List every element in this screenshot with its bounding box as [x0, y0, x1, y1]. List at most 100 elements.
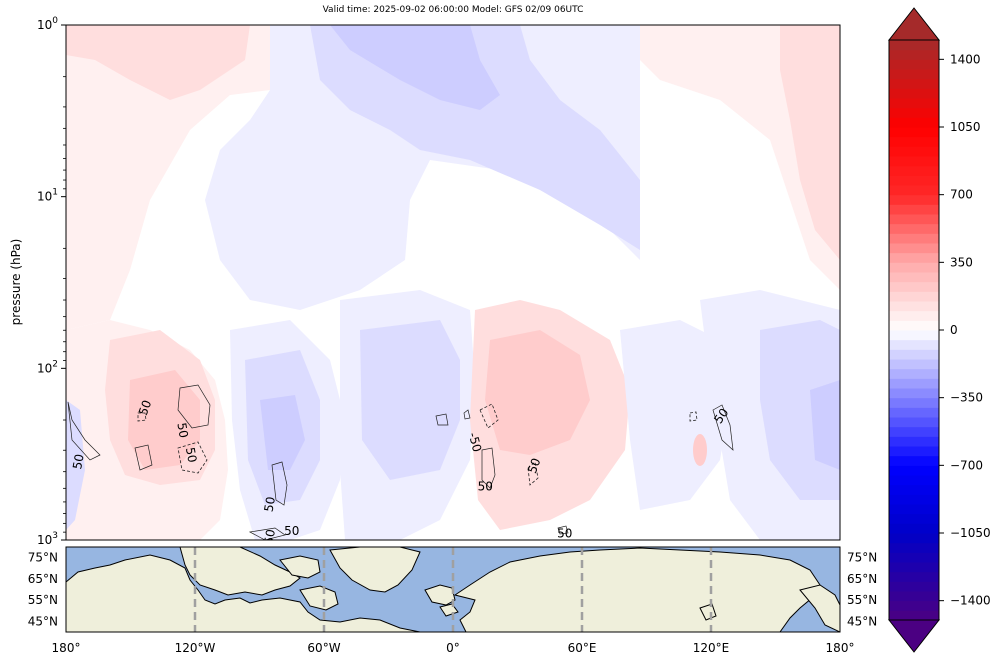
map-lon-label: 180°: [52, 641, 81, 655]
map-lon-label: 180°: [826, 641, 855, 655]
colorbar-tick-label: −700: [950, 458, 983, 472]
colorbar-min-extension: [887, 619, 941, 653]
colorbar-band: [889, 581, 939, 592]
contour-label: 50: [174, 422, 190, 439]
colorbar-band: [889, 175, 939, 186]
colorbar-band: [889, 185, 939, 196]
map-lat-label-left: 65°N: [28, 572, 58, 586]
colorbar-band: [889, 600, 939, 611]
contour-label: 50: [136, 398, 154, 417]
colorbar-band: [889, 542, 939, 553]
map-panel: [66, 547, 840, 632]
colorbar-band: [889, 223, 939, 234]
colorbar-band: [889, 339, 939, 350]
map-lat-label-right: 75°N: [847, 551, 877, 565]
colorbar-max-extension: [887, 7, 941, 41]
colorbar-band: [889, 98, 939, 109]
colorbar-band: [889, 523, 939, 534]
colorbar-band: [889, 407, 939, 418]
colorbar-band: [889, 107, 939, 118]
colorbar-band: [889, 552, 939, 563]
colorbar: 1400 1050 700 350 0 −350 −700 −1050 −1400: [887, 7, 991, 653]
colorbar-tick-label: −350: [950, 391, 983, 405]
colorbar-band: [889, 88, 939, 99]
colorbar-band: [889, 49, 939, 60]
colorbar-band: [889, 378, 939, 389]
colorbar-band: [889, 272, 939, 283]
y-tick-label: 102: [37, 359, 58, 375]
colorbar-band: [889, 388, 939, 399]
colorbar-band: [889, 417, 939, 428]
colorbar-band: [889, 156, 939, 167]
colorbar-band: [889, 69, 939, 80]
y-tick-label: 101: [37, 188, 58, 204]
colorbar-band: [889, 397, 939, 408]
contour-label: 50: [478, 479, 493, 493]
map-gridlines: [193, 547, 713, 632]
contour-label: 50: [183, 446, 199, 463]
colorbar-band: [889, 165, 939, 176]
colorbar-band: [889, 359, 939, 370]
contour-label: 50: [557, 526, 572, 540]
contour-label: 50: [262, 496, 278, 513]
colorbar-tick-label: 1400: [950, 52, 981, 66]
colorbar-band: [889, 117, 939, 128]
colorbar-tick-label: 350: [950, 255, 973, 269]
map-lat-label-right: 45°N: [847, 614, 877, 628]
colorbar-band: [889, 349, 939, 360]
colorbar-band: [889, 446, 939, 457]
map-lon-label: 0°: [446, 641, 460, 655]
colorbar-band: [889, 204, 939, 215]
colorbar-band: [889, 233, 939, 244]
colorbar-band: [889, 243, 939, 254]
map-lat-label-left: 55°N: [28, 593, 58, 607]
colorbar-band: [889, 610, 939, 621]
colorbar-band: [889, 436, 939, 447]
map-lat-label-left: 75°N: [28, 551, 58, 565]
contour-label: -50: [466, 431, 485, 454]
plot-frame: [65, 24, 841, 541]
colorbar-band: [889, 504, 939, 515]
colorbar-band: [889, 562, 939, 573]
map-lon-label: 60°W: [307, 641, 340, 655]
colorbar-band: [889, 465, 939, 476]
y-axis-label: pressure (hPa): [9, 239, 23, 326]
contour-label: 50: [284, 524, 299, 538]
map-lat-label-left: 45°N: [28, 614, 58, 628]
colorbar-band: [889, 426, 939, 437]
colorbar-band: [889, 194, 939, 205]
colorbar-tick-label: 700: [950, 188, 973, 202]
colorbar-band: [889, 455, 939, 466]
colorbar-band: [889, 310, 939, 321]
map-lon-label: 120°W: [175, 641, 216, 655]
chart-title: Valid time: 2025-09-02 06:00:00 Model: G…: [322, 5, 584, 15]
colorbar-band: [889, 127, 939, 138]
colorbar-band: [889, 484, 939, 495]
colorbar-tick-label: 1050: [950, 120, 981, 134]
y-tick-label: 100: [37, 16, 58, 32]
map-lon-label: 120°E: [693, 641, 730, 655]
colorbar-band: [889, 291, 939, 302]
colorbar-band: [889, 262, 939, 273]
colorbar-band: [889, 59, 939, 70]
map-lon-label: 60°E: [568, 641, 597, 655]
colorbar-band: [889, 320, 939, 331]
colorbar-band: [889, 281, 939, 292]
colorbar-band: [889, 330, 939, 341]
colorbar-tick-label: −1400: [950, 594, 991, 608]
contour-label: 50: [70, 453, 86, 470]
colorbar-band: [889, 494, 939, 505]
colorbar-band: [889, 533, 939, 544]
map-lat-label-right: 55°N: [847, 593, 877, 607]
colorbar-band: [889, 146, 939, 157]
colorbar-band: [889, 301, 939, 312]
colorbar-band: [889, 136, 939, 147]
colorbar-band: [889, 214, 939, 225]
map-axes: 180° 120°W 60°W 0° 60°E 120°E 180° 75°N 75°N 65°N…: [28, 551, 878, 655]
colorbar-band: [889, 475, 939, 486]
contour-label: 50: [525, 456, 543, 475]
colorbar-band: [889, 40, 939, 51]
colorbar-band: [889, 591, 939, 602]
